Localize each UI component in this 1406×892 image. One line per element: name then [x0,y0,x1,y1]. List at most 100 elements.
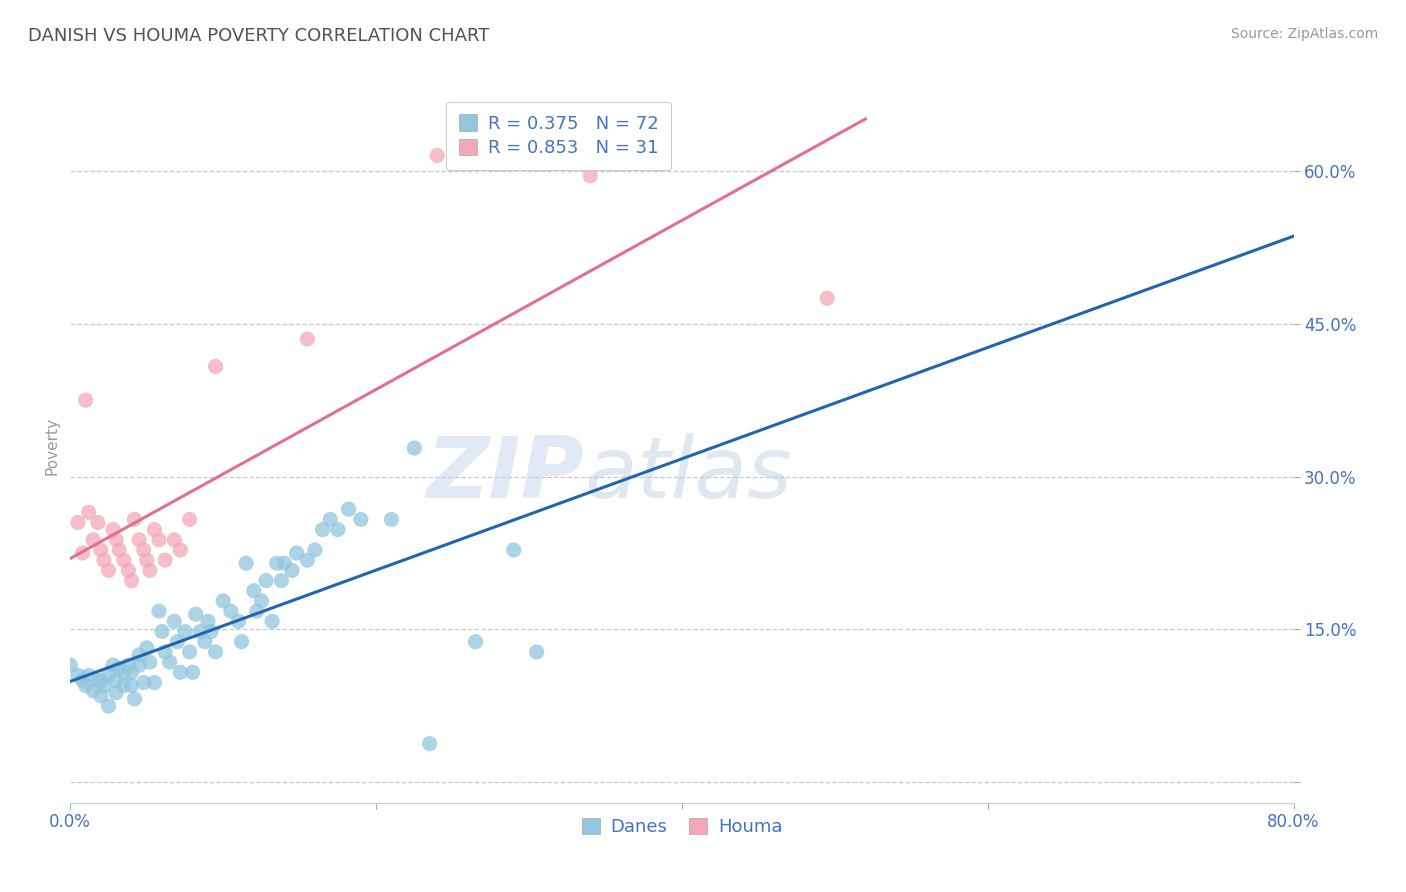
Point [281,563,304,577]
Point [526,645,548,659]
Point [139,563,162,577]
Point [132,675,155,690]
Text: Source: ZipAtlas.com: Source: ZipAtlas.com [1230,27,1378,41]
Point [97,698,120,713]
Point [181,665,204,680]
Point [121,665,143,680]
Point [108,661,131,675]
Point [128,658,150,673]
Point [380,512,402,526]
Point [319,512,342,526]
Point [204,645,226,659]
Point [128,533,150,547]
Point [579,169,602,183]
Point [163,533,186,547]
Point [266,556,288,570]
Point [153,645,176,659]
Point [87,516,110,530]
Point [326,523,349,537]
Point [204,359,226,374]
Point [112,665,135,680]
Point [124,691,146,706]
Point [72,546,94,560]
Text: atlas: atlas [583,433,792,516]
Point [200,624,222,639]
Point [105,686,128,700]
Point [97,563,120,577]
Point [150,624,173,639]
Point [139,655,162,669]
Point [426,148,449,162]
Point [105,673,128,688]
Point [163,615,186,629]
Point [350,512,373,526]
Point [117,563,139,577]
Point [101,523,124,537]
Point [148,604,170,618]
Point [815,291,838,305]
Point [121,679,143,693]
Point [135,553,157,567]
Point [105,533,128,547]
Point [75,393,97,408]
Point [66,516,89,530]
Point [166,634,188,648]
Point [184,607,207,622]
Legend: Danes, Houma: Danes, Houma [571,807,793,847]
Point [72,673,94,688]
Point [97,668,120,682]
Point [169,543,191,558]
Point [75,679,97,693]
Point [93,679,115,693]
Point [93,553,115,567]
Point [174,624,197,639]
Point [132,543,155,558]
Point [297,332,319,346]
Point [235,556,257,570]
Point [231,634,253,648]
Point [143,675,166,690]
Point [159,655,181,669]
Point [502,543,524,558]
Text: DANISH VS HOUMA POVERTY CORRELATION CHART: DANISH VS HOUMA POVERTY CORRELATION CHAR… [28,27,489,45]
Point [179,512,201,526]
Point [169,665,191,680]
Y-axis label: Poverty: Poverty [44,417,59,475]
Point [254,574,277,588]
Point [121,574,143,588]
Point [82,683,104,698]
Point [228,615,250,629]
Point [77,668,100,682]
Point [90,543,112,558]
Point [197,615,219,629]
Point [77,505,100,519]
Point [117,658,139,673]
Point [135,640,157,655]
Point [66,668,89,682]
Point [246,604,269,618]
Point [297,553,319,567]
Point [108,543,131,558]
Point [337,502,360,516]
Point [194,634,217,648]
Point [270,574,292,588]
Point [304,543,326,558]
Point [285,546,308,560]
Point [243,583,266,598]
Point [179,645,201,659]
Point [262,615,284,629]
Text: ZIP: ZIP [426,433,583,516]
Point [124,512,146,526]
Point [112,553,135,567]
Point [87,673,110,688]
Point [59,658,82,673]
Point [143,523,166,537]
Point [464,634,486,648]
Point [188,624,211,639]
Point [311,523,333,537]
Point [419,737,441,751]
Point [101,658,124,673]
Point [90,673,112,688]
Point [212,594,235,608]
Point [153,553,176,567]
